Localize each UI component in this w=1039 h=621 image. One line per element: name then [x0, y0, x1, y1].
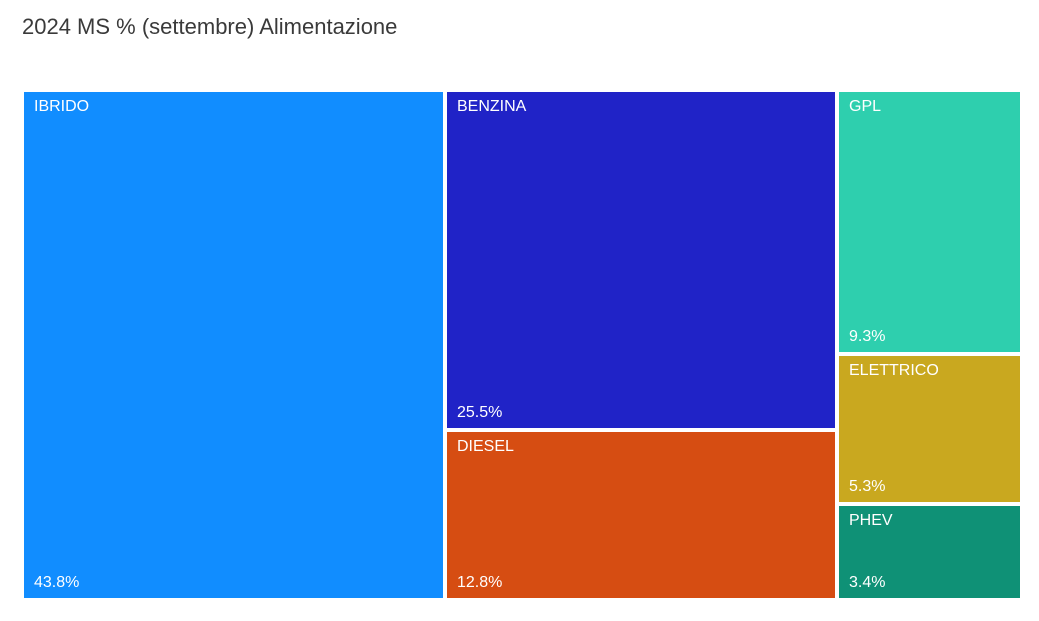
treemap-cell-label: BENZINA: [457, 98, 526, 116]
treemap-cell-ibrido: IBRIDO 43.8%: [22, 90, 445, 600]
treemap-cell-value: 3.4%: [849, 574, 885, 592]
treemap-cell-gpl: GPL 9.3%: [837, 90, 1022, 354]
treemap-cell-label: PHEV: [849, 512, 893, 530]
treemap-cell-label: GPL: [849, 98, 881, 116]
treemap-cell-benzina: BENZINA 25.5%: [445, 90, 837, 430]
treemap-plot-area: IBRIDO 43.8% BENZINA 25.5% DIESEL 12.8% GPL 9.3…: [22, 90, 1022, 600]
treemap-cell-value: 5.3%: [849, 478, 885, 496]
chart-title: 2024 MS % (settembre) Alimentazione: [0, 0, 1039, 40]
treemap-cell-phev: PHEV 3.4%: [837, 504, 1022, 600]
treemap-cell-value: 43.8%: [34, 574, 79, 592]
treemap-cell-value: 9.3%: [849, 328, 885, 346]
treemap-cell-label: IBRIDO: [34, 98, 89, 116]
treemap-cell-label: ELETTRICO: [849, 362, 939, 380]
treemap-cell-value: 12.8%: [457, 574, 502, 592]
treemap-cell-label: DIESEL: [457, 438, 514, 456]
treemap-cell-value: 25.5%: [457, 404, 502, 422]
treemap-cell-diesel: DIESEL 12.8%: [445, 430, 837, 600]
treemap-cell-elettrico: ELETTRICO 5.3%: [837, 354, 1022, 504]
